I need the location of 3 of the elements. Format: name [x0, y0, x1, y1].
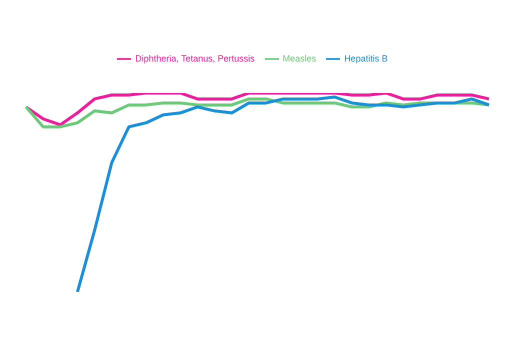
legend-label: Diphtheria, Tetanus, Pertussis [135, 53, 255, 64]
legend-label: Hepatitis B [344, 53, 388, 64]
legend-label: Measles [282, 53, 316, 64]
